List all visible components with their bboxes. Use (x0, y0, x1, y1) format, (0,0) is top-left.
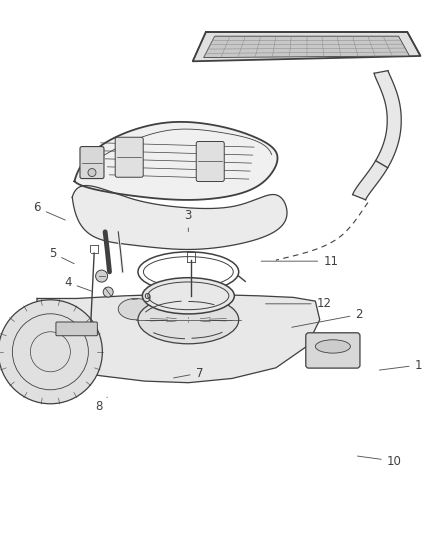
Circle shape (95, 270, 108, 282)
Text: 1: 1 (379, 359, 422, 372)
Ellipse shape (142, 278, 234, 314)
Polygon shape (72, 185, 287, 249)
Text: 11: 11 (261, 255, 338, 268)
Circle shape (0, 300, 102, 404)
Ellipse shape (155, 296, 191, 317)
FancyBboxPatch shape (115, 137, 143, 177)
Text: 2: 2 (292, 308, 363, 327)
Text: 9: 9 (132, 292, 151, 305)
Text: 12: 12 (265, 297, 332, 310)
Text: 4: 4 (64, 276, 92, 291)
Polygon shape (193, 32, 420, 61)
FancyBboxPatch shape (80, 147, 104, 179)
FancyBboxPatch shape (306, 333, 360, 368)
Text: 10: 10 (357, 455, 402, 467)
Polygon shape (353, 71, 401, 200)
Ellipse shape (193, 296, 228, 317)
FancyBboxPatch shape (196, 141, 224, 182)
Polygon shape (33, 294, 320, 383)
Text: 7: 7 (173, 367, 203, 379)
Ellipse shape (315, 340, 350, 353)
Text: 8: 8 (95, 397, 107, 413)
Text: 3: 3 (185, 209, 192, 232)
FancyBboxPatch shape (56, 322, 97, 336)
Polygon shape (204, 36, 410, 58)
Circle shape (103, 287, 113, 297)
Circle shape (88, 168, 96, 176)
Ellipse shape (118, 298, 153, 320)
Polygon shape (74, 122, 278, 200)
Text: 5: 5 (49, 247, 74, 264)
Text: 6: 6 (33, 201, 65, 220)
Ellipse shape (138, 296, 239, 344)
